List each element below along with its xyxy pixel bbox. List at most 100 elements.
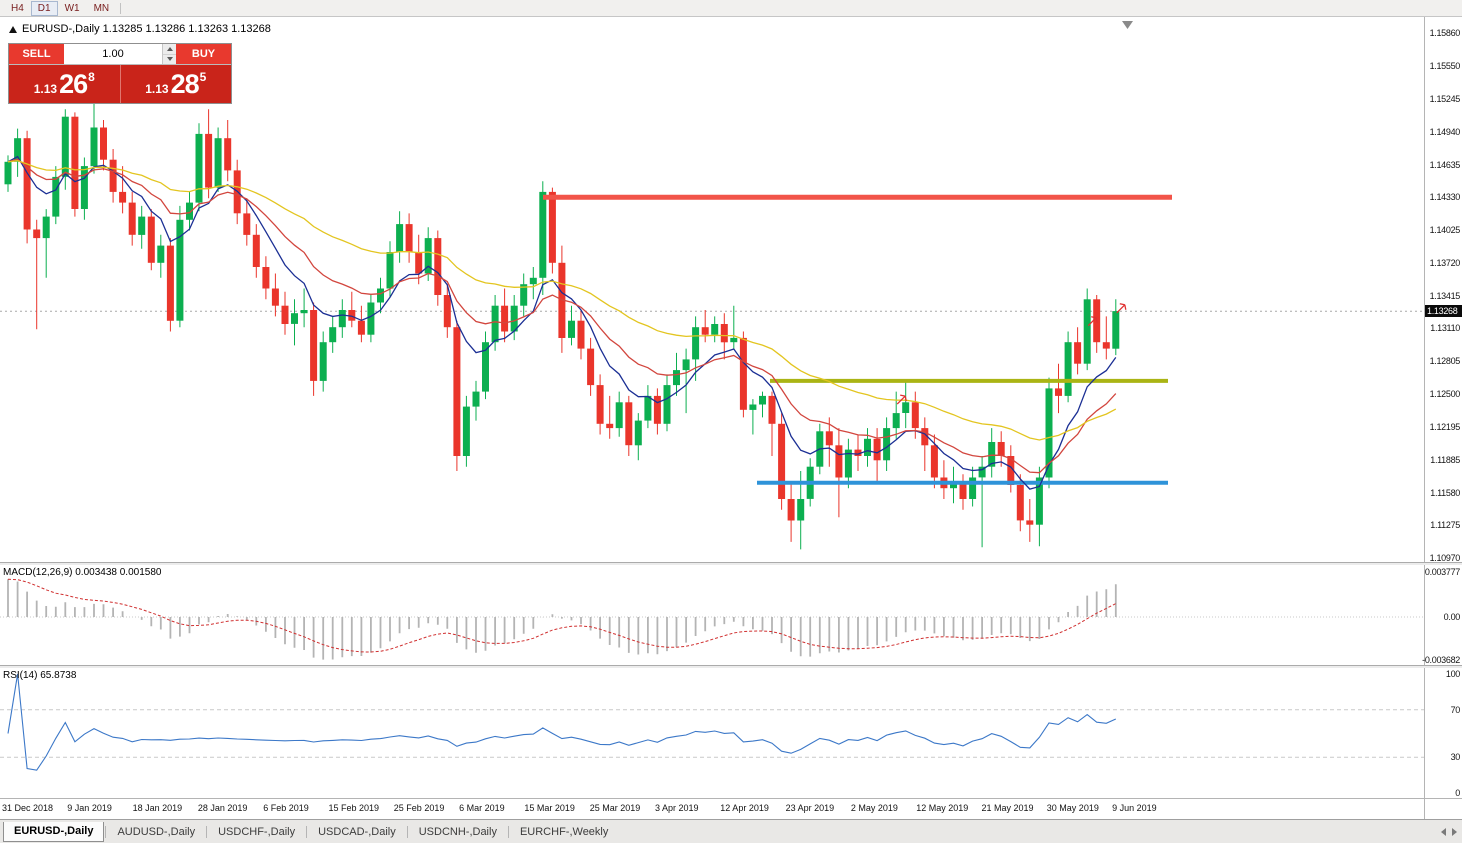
price-axis-label: 1.11275 xyxy=(1430,520,1460,531)
current-price-tag: 1.13268 xyxy=(1425,305,1462,318)
price-axis-label: 1.15550 xyxy=(1429,61,1461,72)
price-chart-panel[interactable]: EURUSD-,Daily 1.13285 1.13286 1.13263 1.… xyxy=(0,17,1462,563)
volume-decrease-button[interactable] xyxy=(163,54,176,64)
volume-field[interactable]: 1.00 xyxy=(64,44,176,64)
symbol-tab-usdchf-daily[interactable]: USDCHF-,Daily xyxy=(218,825,296,838)
macd-axis-label: 0.003777 xyxy=(1424,567,1460,578)
symbol-tab-eurusd-daily[interactable]: EURUSD-,Daily xyxy=(3,821,105,842)
timeframe-button-h4[interactable]: H4 xyxy=(11,2,24,14)
buy-price[interactable]: 1.13 28 5 xyxy=(121,65,232,103)
macd-panel[interactable]: MACD(12,26,9) 0.003438 0.001580 0.003777… xyxy=(0,565,1462,665)
price-axis-label: 1.13415 xyxy=(1429,290,1461,301)
date-axis-label: 3 Apr 2019 xyxy=(655,803,699,813)
one-click-collapse-icon[interactable] xyxy=(9,25,17,33)
price-axis-label: 1.15245 xyxy=(1429,94,1461,104)
tab-scroll-controls xyxy=(1441,820,1457,843)
price-axis-label: 1.12805 xyxy=(1429,356,1461,366)
one-click-trading-panel: SELL 1.00 BUY 1.13 26 8 1.13 28 5 xyxy=(8,43,232,104)
date-axis-label: 23 Apr 2019 xyxy=(785,803,835,813)
tab-separator xyxy=(105,825,107,838)
rsi-axis-label: 100 xyxy=(1445,669,1460,679)
price-axis-label: 1.11885 xyxy=(1430,454,1460,465)
macd-label: MACD(12,26,9) 0.003438 0.001580 xyxy=(3,567,162,578)
date-axis-label: 6 Mar 2019 xyxy=(459,803,505,813)
trade-arrow-icon[interactable] xyxy=(1087,316,1098,327)
symbol-tab-audusd-daily[interactable]: AUDUSD-,Daily xyxy=(117,825,196,838)
sell-price-sup: 8 xyxy=(88,70,95,84)
down-arrow-icon xyxy=(166,57,173,62)
tab-scroll-right-icon[interactable] xyxy=(1452,827,1457,836)
macd-axis-label: -0.003682 xyxy=(1422,655,1460,666)
toolbar-separator xyxy=(120,2,122,14)
price-axis-label: 1.13110 xyxy=(1430,323,1460,334)
rsi-line xyxy=(7,673,1117,771)
date-axis-label: 6 Feb 2019 xyxy=(263,803,309,813)
buy-price-big: 28 xyxy=(170,69,200,99)
price-axis-label: 1.12195 xyxy=(1429,421,1461,432)
volume-increase-button[interactable] xyxy=(163,44,176,55)
price-axis-label: 1.11580 xyxy=(1430,487,1460,498)
buy-price-sup: 5 xyxy=(199,70,207,84)
bear-candles xyxy=(23,116,1110,525)
timeframe-button-d1[interactable]: D1 xyxy=(30,0,58,16)
sell-price-big: 26 xyxy=(59,69,88,99)
panel-splitter[interactable] xyxy=(0,665,1462,668)
rsi-panel[interactable]: RSI(14) 65.8738 100 70 30 0 xyxy=(0,668,1462,798)
trade-arrow-icon[interactable] xyxy=(1116,303,1127,314)
timeframe-button-w1[interactable]: W1 xyxy=(64,2,80,14)
date-axis-label: 18 Jan 2019 xyxy=(132,803,183,813)
date-axis-label: 25 Feb 2019 xyxy=(393,803,445,813)
symbol-tab-usdcnh-daily[interactable]: USDCNH-,Daily xyxy=(418,825,497,838)
candlestick-chart[interactable] xyxy=(0,17,1424,562)
date-axis-label: 9 Jan 2019 xyxy=(67,803,112,813)
macd-axis: 0.003777 0.00 -0.003682 xyxy=(1422,565,1462,666)
date-axis-label: 15 Mar 2019 xyxy=(524,803,575,813)
price-axis-label: 1.14635 xyxy=(1429,159,1461,170)
rsi-axis-label: 30 xyxy=(1450,752,1461,763)
date-axis-label: 31 Dec 2018 xyxy=(2,803,54,813)
tab-scroll-left-icon[interactable] xyxy=(1441,827,1446,836)
rsi-axis-label: 70 xyxy=(1450,704,1461,715)
rsi-chart xyxy=(0,673,1424,771)
sell-button[interactable]: SELL xyxy=(9,44,64,64)
macd-chart xyxy=(0,578,1424,660)
symbol-tab-usdcad-daily[interactable]: USDCAD-,Daily xyxy=(318,825,396,838)
date-axis-label: 9 Jun 2019 xyxy=(1112,803,1157,813)
macd-histogram xyxy=(7,579,1117,660)
date-axis-label: 12 Apr 2019 xyxy=(720,803,769,813)
tab-separator xyxy=(206,825,208,838)
price-axis-label: 1.13720 xyxy=(1429,257,1461,268)
symbol-tab-bar: EURUSD-,Daily AUDUSD-,Daily USDCHF-,Daily U… xyxy=(0,819,1462,843)
tab-separator xyxy=(406,825,408,838)
date-axis-label: 15 Feb 2019 xyxy=(328,803,380,813)
price-axis-label: 1.14025 xyxy=(1429,225,1461,235)
sell-price[interactable]: 1.13 26 8 xyxy=(9,65,121,103)
price-axis-label: 1.14940 xyxy=(1429,126,1461,137)
timeframe-button-mn[interactable]: MN xyxy=(93,2,110,14)
buy-button[interactable]: BUY xyxy=(176,44,231,64)
tab-separator xyxy=(306,825,308,838)
rsi-axis-label: 0 xyxy=(1455,788,1460,798)
date-axis-corner xyxy=(1424,799,1462,819)
date-axis-label: 30 May 2019 xyxy=(1046,803,1099,813)
sell-price-prefix: 1.13 xyxy=(33,82,58,96)
volume-value[interactable]: 1.00 xyxy=(102,48,124,60)
date-axis-label: 28 Jan 2019 xyxy=(197,803,248,813)
price-axis-label: 1.12500 xyxy=(1429,388,1461,399)
panel-splitter[interactable] xyxy=(0,562,1462,565)
symbol-tab-eurchf-weekly[interactable]: EURCHF-,Weekly xyxy=(519,825,609,838)
bear-candle-wicks xyxy=(26,109,1107,542)
date-axis-label: 21 May 2019 xyxy=(981,803,1034,813)
timeframe-buttons: H4 D1 W1 MN xyxy=(4,0,116,16)
price-axis: 1.15860 1.15550 1.15245 1.14940 1.14635 1.143… xyxy=(1424,17,1462,563)
ma-slow-line xyxy=(7,160,1117,441)
trade-arrow-icon[interactable] xyxy=(896,394,907,405)
chart-window: EURUSD-,Daily 1.13285 1.13286 1.13263 1.… xyxy=(0,17,1462,819)
volume-spinner xyxy=(162,44,176,64)
price-axis-label: 1.15860 xyxy=(1429,28,1461,38)
chart-shift-marker-icon[interactable] xyxy=(1122,21,1133,29)
rsi-axis: 100 70 30 0 xyxy=(1424,668,1462,798)
date-axis-label: 2 May 2019 xyxy=(850,803,898,813)
chart-header: EURUSD-,Daily 1.13285 1.13286 1.13263 1.… xyxy=(9,23,271,35)
date-axis-label: 12 May 2019 xyxy=(916,803,969,813)
